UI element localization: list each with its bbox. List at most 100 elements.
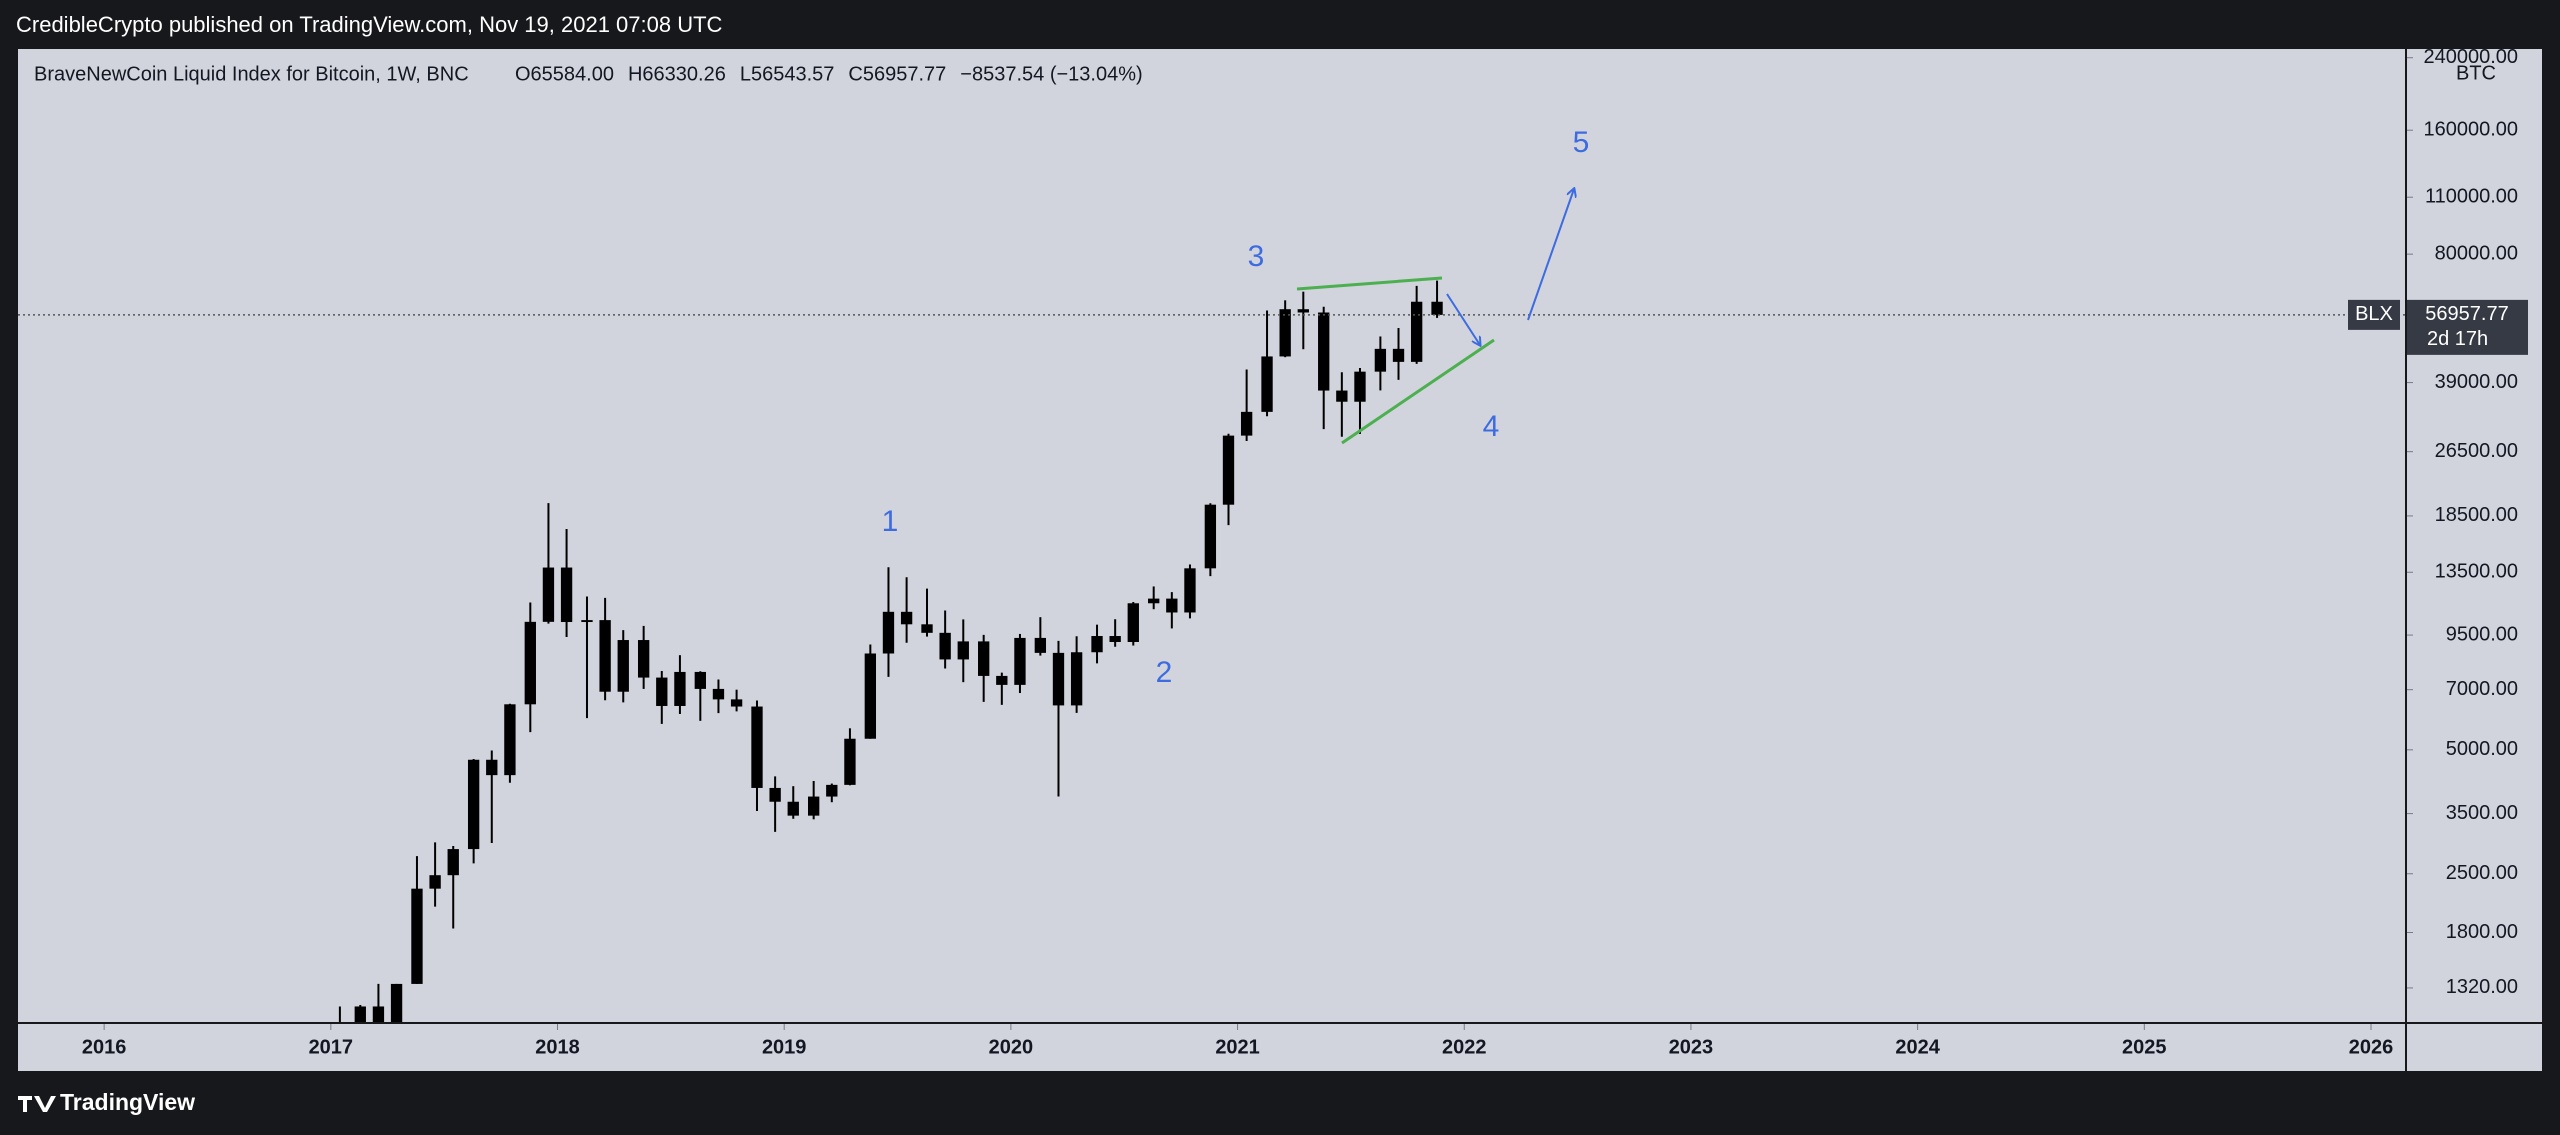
countdown-label: 2d 17h bbox=[2427, 328, 2488, 350]
x-tick-label: 2026 bbox=[2349, 1036, 2394, 1058]
wave-label: 2 bbox=[1156, 656, 1173, 689]
y-tick-label: 1320.00 bbox=[2446, 976, 2518, 998]
candle-body bbox=[486, 759, 498, 776]
candle-body bbox=[524, 621, 536, 705]
candle-body bbox=[581, 620, 593, 623]
x-tick-label: 2016 bbox=[82, 1036, 127, 1058]
candle-body bbox=[1204, 504, 1217, 569]
footer: TradingView bbox=[18, 1089, 195, 1115]
x-tick-label: 2017 bbox=[309, 1036, 354, 1058]
candle-body bbox=[504, 704, 516, 776]
y-tick-label: 110000.00 bbox=[2425, 185, 2518, 207]
y-tick-label: 3500.00 bbox=[2446, 802, 2518, 824]
series-tag-label: BLX bbox=[2355, 303, 2393, 325]
candle-body bbox=[694, 671, 706, 689]
axis-corner bbox=[2407, 1024, 2542, 1071]
candle-body bbox=[656, 677, 668, 706]
price-tag bbox=[2407, 299, 2528, 355]
candle-body bbox=[1431, 301, 1443, 315]
candle-body bbox=[957, 641, 969, 660]
x-tick-label: 2023 bbox=[1669, 1036, 1714, 1058]
x-tick-label: 2018 bbox=[535, 1036, 580, 1058]
candle-body bbox=[1166, 598, 1178, 613]
candle-body bbox=[996, 675, 1008, 685]
candle-body bbox=[560, 567, 573, 623]
price-axis bbox=[2407, 49, 2542, 1022]
wave-label: 3 bbox=[1248, 240, 1265, 273]
footer-brand: TradingView bbox=[60, 1089, 195, 1115]
candle-body bbox=[1279, 309, 1291, 357]
candle-body bbox=[599, 620, 611, 692]
candle-body bbox=[769, 787, 781, 802]
y-tick-label: 39000.00 bbox=[2435, 371, 2518, 393]
candle-body bbox=[921, 624, 933, 633]
axes: 240000.00 160000.00 110000.00 80000.00 39000… bbox=[82, 46, 2518, 1058]
candle-body bbox=[617, 640, 629, 692]
price-tag-label: 56957.77 bbox=[2425, 303, 2508, 325]
candle-body bbox=[467, 759, 480, 850]
x-tick-label: 2022 bbox=[1442, 1036, 1487, 1058]
candle-body bbox=[637, 640, 650, 678]
candle-body bbox=[354, 1006, 366, 1022]
trend-line bbox=[1296, 276, 1443, 291]
y-tick-label: 5000.00 bbox=[2446, 738, 2518, 760]
y-tick-label: 26500.00 bbox=[2435, 440, 2518, 462]
candle-body bbox=[1410, 301, 1423, 362]
candle-body bbox=[787, 801, 799, 816]
candle-body bbox=[1261, 356, 1273, 412]
candle-body bbox=[1222, 435, 1235, 505]
candle-body bbox=[882, 611, 895, 654]
y-tick-label: 160000.00 bbox=[2423, 118, 2518, 140]
candle-body bbox=[1336, 390, 1348, 402]
candle-body bbox=[1109, 636, 1121, 642]
time-axis bbox=[18, 1024, 2405, 1071]
candle-body bbox=[751, 706, 763, 788]
x-tick-label: 2019 bbox=[762, 1036, 807, 1058]
candle-body bbox=[674, 671, 686, 706]
unit-label: BTC bbox=[2456, 62, 2496, 84]
candle-body bbox=[1091, 636, 1103, 653]
candle-body bbox=[1318, 312, 1330, 391]
candle-body bbox=[730, 699, 743, 707]
candle-body bbox=[826, 784, 838, 797]
candle-body bbox=[939, 632, 951, 660]
x-tick-label: 2021 bbox=[1215, 1036, 1260, 1058]
y-tick-label: 13500.00 bbox=[2435, 561, 2518, 583]
series-tag bbox=[2348, 299, 2400, 330]
plot bbox=[18, 280, 2405, 1022]
candle-body bbox=[429, 875, 441, 889]
y-tick-label: 9500.00 bbox=[2446, 623, 2518, 645]
candle-body bbox=[390, 983, 403, 1022]
y-tick-label: 80000.00 bbox=[2435, 242, 2518, 264]
x-tick-label: 2020 bbox=[989, 1036, 1034, 1058]
arrow bbox=[1446, 293, 1480, 345]
y-tick-label: 18500.00 bbox=[2435, 504, 2518, 526]
y-tick-label: 7000.00 bbox=[2446, 678, 2518, 700]
legend-value: C56957.77 bbox=[848, 63, 946, 85]
logo bbox=[18, 1096, 56, 1112]
candle-body bbox=[1297, 309, 1309, 313]
candle-body bbox=[1034, 637, 1047, 653]
candle-body bbox=[712, 688, 725, 700]
wave-label: 1 bbox=[882, 505, 899, 538]
x-tick-label: 2024 bbox=[1895, 1036, 1940, 1058]
candle-body bbox=[1374, 348, 1387, 372]
x-tick-label: 2025 bbox=[2122, 1036, 2167, 1058]
candle-body bbox=[1392, 348, 1405, 362]
candle-body bbox=[372, 1006, 385, 1022]
legend-value: L56543.57 bbox=[740, 63, 835, 85]
legend-value: O65584.00 bbox=[515, 63, 614, 85]
candle-body bbox=[1014, 637, 1026, 685]
symbol-title: BraveNewCoin Liquid Index for Bitcoin, 1… bbox=[34, 63, 469, 85]
candle-body bbox=[844, 738, 856, 785]
candle-body bbox=[1070, 652, 1083, 706]
y-tick-label: 1800.00 bbox=[2446, 921, 2518, 943]
candle-body bbox=[1052, 652, 1065, 706]
candle-body bbox=[900, 611, 913, 625]
candle-body bbox=[978, 641, 990, 676]
wave-label: 5 bbox=[1573, 126, 1590, 159]
legend-value: H66330.26 bbox=[628, 63, 726, 85]
y-tick-label: 2500.00 bbox=[2446, 862, 2518, 884]
